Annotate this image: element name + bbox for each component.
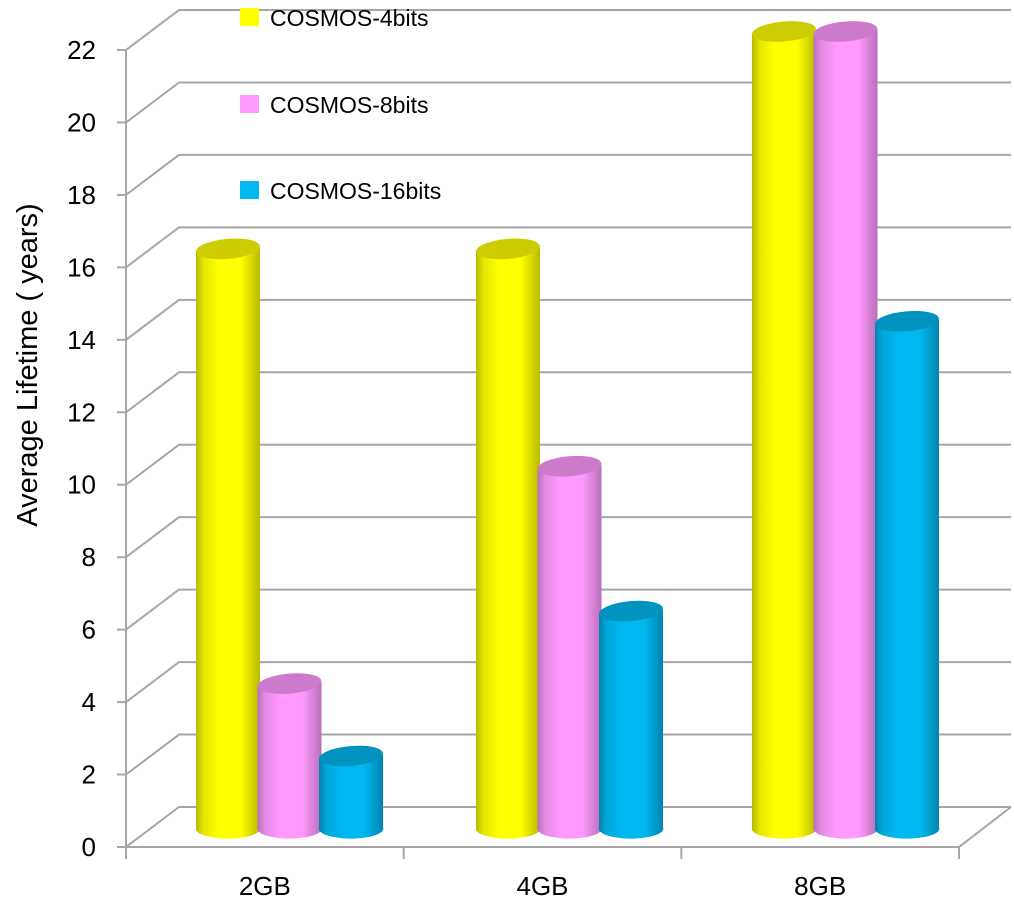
x-tick-label: 8GB [794,871,846,901]
y-tick-label: 4 [82,687,96,717]
y-tick-label: 18 [67,180,96,210]
y-tick-label: 12 [67,397,96,427]
y-tick-label: 20 [67,107,96,137]
bar-4GB-COSMOS-16bits [599,600,664,839]
bar-4GB-COSMOS-4bits [476,238,541,839]
y-axis: 0 2 4 6 8 10 12 14 16 18 20 22 [67,35,127,862]
legend-label: COSMOS-8bits [270,92,428,118]
legend-label: COSMOS-16bits [270,178,441,204]
y-axis-title: Average Lifetime ( years) [12,203,44,526]
gridline [125,153,1011,196]
bar-8GB-COSMOS-16bits [875,310,940,839]
gridline [125,661,1011,703]
legend-item: COSMOS-8bits [240,92,428,118]
x-axis: 2GB 4GB 8GB [125,847,960,901]
legend-label: COSMOS-4bits [270,5,428,31]
y-tick-label: 14 [67,325,96,355]
y-tick-label: 0 [82,832,96,862]
legend-item: COSMOS-4bits [240,5,428,31]
gridline [125,9,1011,51]
bar-2GB-COSMOS-8bits [257,673,322,839]
legend-item: COSMOS-16bits [240,178,441,204]
bars [196,21,940,839]
y-tick-label: 22 [67,35,96,65]
gridline [125,806,1011,848]
gridline [125,371,1011,414]
gridline [125,443,1011,486]
bar-4GB-COSMOS-8bits [537,455,602,839]
legend: COSMOS-4bits COSMOS-8bits COSMOS-16bits [240,5,441,204]
x-tick-label: 2GB [239,871,291,901]
y-tick-label: 2 [82,760,96,790]
y-tick-label: 8 [82,542,96,572]
legend-swatch [240,95,259,113]
x-tick-label: 4GB [516,871,568,901]
bar-2GB-COSMOS-16bits [319,745,384,839]
gridline [125,516,1011,558]
y-tick-label: 6 [82,615,96,645]
bar-8GB-COSMOS-8bits [813,21,878,839]
bar-2GB-COSMOS-4bits [196,238,261,839]
legend-swatch [240,181,259,199]
y-tick-label: 10 [67,470,96,500]
gridline [125,733,1011,776]
gridline [125,226,1011,269]
gridline [125,588,1011,631]
gridline [125,81,1011,124]
bar-8GB-COSMOS-4bits [752,21,817,839]
gridline [125,298,1011,341]
y-tick-label: 16 [67,252,96,282]
legend-swatch [240,8,259,26]
